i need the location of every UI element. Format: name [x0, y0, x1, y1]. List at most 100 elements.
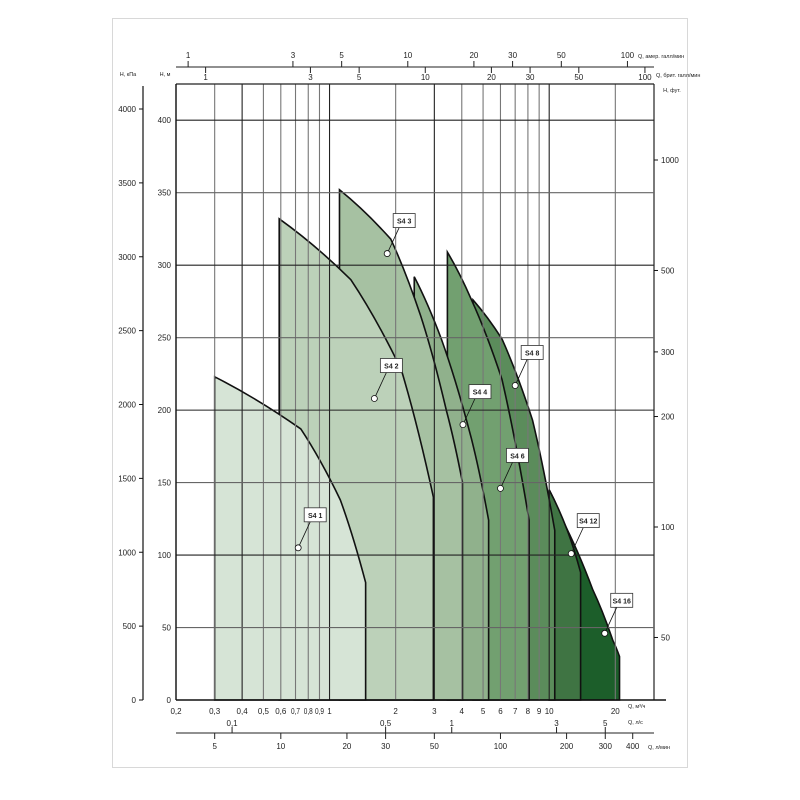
y-kpa-tick-label: 1000	[118, 548, 136, 557]
x-lmin-tick-label: 50	[430, 742, 439, 751]
x-usgpm-tick-label: 30	[508, 51, 517, 60]
x-tick-label: 2	[393, 707, 398, 716]
y-ft-tick-label: 1000	[661, 156, 679, 165]
x-tick-label: 0,7	[291, 707, 300, 716]
x-ls-tick-label: 0,5	[380, 719, 392, 728]
y-kpa-tick-label: 2000	[118, 401, 136, 410]
x-usgpm-tick-label: 20	[469, 51, 478, 60]
x-ukgpm-axis-label: Q, брит. галл/мин	[656, 73, 700, 79]
series-label-point	[567, 550, 575, 558]
x-usgpm-axis-label: Q, амер. галл/мин	[638, 54, 684, 60]
x-tick-label: 7	[513, 707, 518, 716]
x-lmin-tick-label: 300	[599, 742, 613, 751]
series-label-leader	[374, 372, 387, 399]
series-label-box	[576, 513, 600, 529]
series-label-leader	[604, 607, 618, 634]
x-usgpm-tick-label: 10	[403, 51, 412, 60]
series-label: S4 3	[397, 219, 412, 226]
x-tick-label: 0,8	[304, 707, 313, 716]
x-tick-label: 0,4	[237, 707, 249, 716]
x-usgpm-tick-label: 1	[186, 51, 191, 60]
x-usgpm-tick-label: 3	[291, 51, 296, 60]
series-label-box	[610, 592, 634, 608]
series-label-point	[383, 250, 391, 257]
x-ukgpm-tick-label: 10	[421, 73, 430, 82]
series-label-point	[459, 421, 467, 429]
x-usgpm-tick-label: 5	[339, 51, 344, 60]
y-m-tick-label: 400	[158, 116, 172, 125]
series-label: S4 8	[525, 350, 540, 357]
series-label-point	[511, 382, 519, 389]
series-label-leader	[297, 521, 311, 548]
series-label-box	[468, 384, 492, 400]
series-label-leader	[462, 398, 476, 425]
x-tick-label: 9	[537, 707, 542, 716]
series-label: S4 1	[308, 513, 323, 520]
x-lmin-tick-label: 5	[212, 742, 217, 751]
x-lmin-tick-label: 20	[342, 742, 351, 751]
series-label-leader	[386, 227, 400, 254]
x-tick-label: 8	[526, 707, 531, 716]
y-ft-axis-label: H, фут.	[663, 88, 681, 94]
series-area-s412	[548, 489, 582, 701]
x-tick-label: 1	[327, 707, 332, 716]
y-kpa-axis-label: H, кПа	[120, 72, 137, 78]
x-tick-label: 6	[498, 707, 503, 716]
series-label-leader	[570, 527, 584, 554]
x-tick-label: 4	[460, 707, 465, 716]
x-ls-tick-label: 5	[603, 719, 608, 728]
x-tick-label: 0,2	[170, 707, 182, 716]
x-ukgpm-tick-label: 50	[574, 73, 583, 82]
x-ukgpm-tick-label: 5	[357, 73, 362, 82]
y-m-tick-label: 50	[162, 624, 171, 633]
x-lmin-tick-label: 100	[494, 742, 508, 751]
y-m-tick-label: 0	[167, 696, 172, 705]
y-ft-tick-label: 500	[661, 266, 675, 275]
series-label-box	[506, 447, 529, 463]
y-m-tick-label: 150	[158, 479, 172, 488]
y-kpa-tick-label: 500	[123, 622, 137, 631]
series-label-point	[370, 395, 378, 402]
x-usgpm-tick-label: 50	[557, 51, 566, 60]
series-areas	[213, 188, 621, 701]
series-label-box	[379, 358, 403, 373]
x-ls-tick-label: 1	[450, 719, 455, 728]
x-tick-label: 0,6	[275, 707, 287, 716]
x-tick-label: 0,3	[209, 707, 221, 716]
y-ft-tick-label: 300	[661, 348, 675, 357]
series-label-box	[520, 345, 544, 360]
x-lmin-tick-label: 30	[381, 742, 390, 751]
series-label-leader	[514, 359, 528, 386]
x-lmin-axis-label: Q, л/мин	[648, 745, 670, 751]
x-ls-tick-label: 3	[554, 719, 559, 728]
x-ukgpm-tick-label: 1	[203, 73, 208, 82]
y-kpa-tick-label: 3500	[118, 179, 136, 188]
y-m-tick-label: 200	[158, 406, 172, 415]
y-ft-tick-label: 50	[661, 633, 670, 642]
y-kpa-tick-label: 3000	[118, 253, 136, 262]
x-tick-label: 5	[481, 707, 486, 716]
y-m-tick-label: 350	[158, 189, 172, 198]
x-tick-label: 0,5	[258, 707, 270, 716]
y-ft-tick-label: 100	[661, 523, 675, 532]
y-ft-tick-label: 200	[661, 413, 675, 422]
x-tick-label: 3	[432, 707, 437, 716]
series-label: S4 6	[510, 453, 525, 460]
y-m-tick-label: 300	[158, 261, 172, 270]
page-frame	[112, 18, 688, 768]
y-m-tick-label: 250	[158, 334, 172, 343]
series-area-s41	[213, 375, 367, 701]
y-m-axis-label: H, м	[160, 72, 171, 78]
x-ukgpm-tick-label: 30	[526, 73, 535, 82]
x-tick-label: 0,9	[315, 707, 324, 716]
series-label: S4 2	[384, 364, 399, 371]
series-label-point	[497, 484, 504, 492]
x-ls-tick-label: 0,1	[227, 719, 239, 728]
series-label: S4 16	[613, 598, 631, 605]
x-lmin-tick-label: 10	[276, 742, 285, 751]
y-kpa-tick-label: 1500	[118, 474, 136, 483]
series-label-point	[294, 544, 302, 552]
x-ls-axis-label: Q, л/с	[628, 720, 643, 726]
y-m-tick-label: 100	[158, 551, 172, 560]
